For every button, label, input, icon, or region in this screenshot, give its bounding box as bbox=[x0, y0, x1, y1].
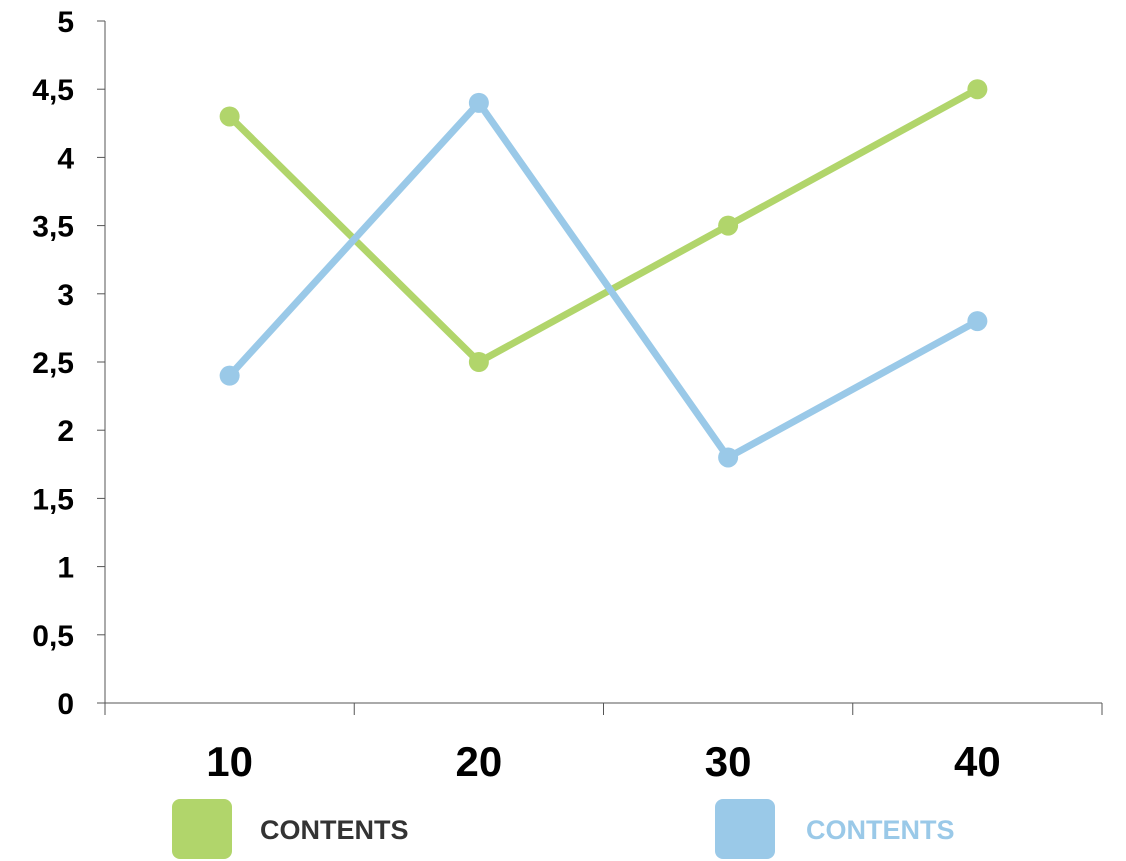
series-layer bbox=[219, 79, 988, 468]
data-point bbox=[718, 215, 739, 236]
series-line bbox=[226, 99, 981, 461]
legend-swatch bbox=[715, 799, 775, 859]
y-tick-label: 0 bbox=[57, 688, 74, 721]
x-tick-label: 30 bbox=[705, 738, 752, 785]
x-tick-label: 40 bbox=[954, 738, 1001, 785]
y-tick-label: 2 bbox=[57, 415, 74, 448]
legend-item-1: CONTENTS bbox=[172, 799, 409, 859]
y-tick-label: 0,5 bbox=[32, 620, 74, 653]
y-axis-ticks: 0 0,5 1 1,5 2 2,5 3 3,5 4 4,5 5 bbox=[32, 6, 105, 721]
data-point bbox=[967, 311, 988, 332]
legend-swatch bbox=[172, 799, 232, 859]
series-2 bbox=[219, 92, 988, 468]
data-point bbox=[219, 365, 240, 386]
data-point bbox=[219, 106, 240, 127]
legend-label: CONTENTS bbox=[260, 815, 409, 845]
legend-label: CONTENTS bbox=[806, 815, 955, 845]
y-tick-label: 1,5 bbox=[32, 483, 74, 516]
legend-item-2: CONTENTS bbox=[715, 799, 955, 859]
y-tick-label: 1 bbox=[57, 552, 74, 585]
data-point bbox=[468, 352, 489, 372]
data-point bbox=[468, 92, 489, 113]
axes bbox=[104, 21, 1102, 704]
y-tick-label: 4,5 bbox=[32, 74, 74, 107]
data-point bbox=[967, 79, 988, 100]
series-1 bbox=[219, 79, 988, 372]
y-tick-label: 3,5 bbox=[32, 211, 74, 244]
y-tick-label: 3 bbox=[57, 279, 74, 312]
x-tick-label: 20 bbox=[456, 738, 503, 785]
y-tick-label: 4 bbox=[57, 142, 74, 175]
data-point bbox=[718, 447, 739, 468]
series-line bbox=[226, 85, 981, 366]
x-axis-ticks: 10 20 30 40 bbox=[104, 703, 1103, 785]
legend: CONTENTS CONTENTS bbox=[172, 799, 955, 859]
x-tick-label: 10 bbox=[206, 738, 253, 785]
y-tick-label: 2,5 bbox=[32, 347, 74, 380]
y-tick-label: 5 bbox=[57, 6, 74, 39]
